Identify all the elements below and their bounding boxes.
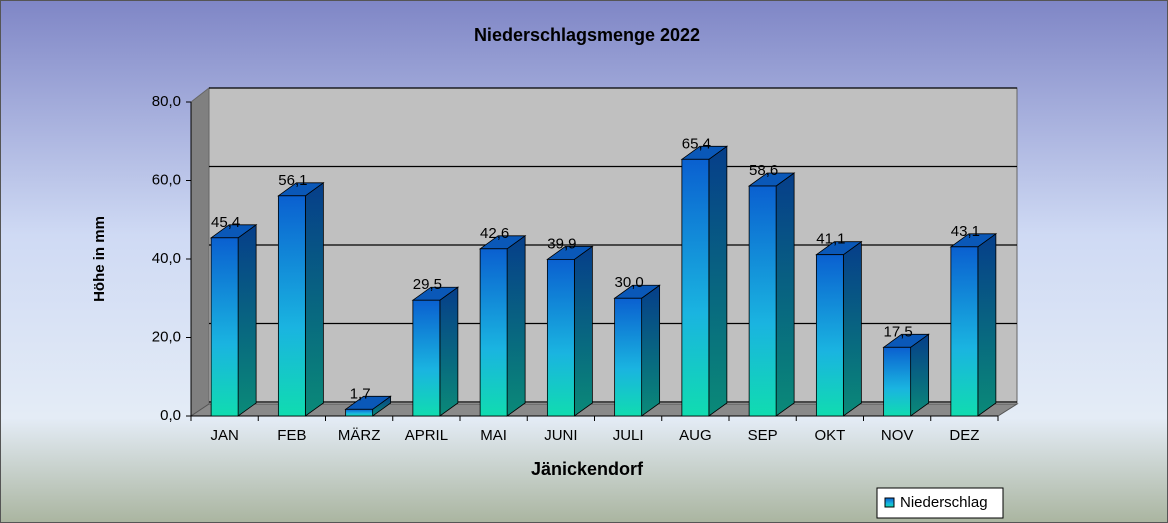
x-tick-label: MAI: [480, 427, 507, 444]
bar-side: [641, 284, 661, 417]
bar: [345, 408, 374, 417]
bar-side: [842, 240, 862, 417]
bar: [210, 237, 239, 417]
x-tick-label: MÄRZ: [338, 427, 381, 444]
data-label: 41,1: [816, 231, 845, 248]
legend-swatch: [884, 497, 895, 508]
side-wall: [190, 86, 210, 417]
legend-label: Niederschlag: [900, 494, 988, 511]
y-tick-label: 40,0: [152, 250, 181, 267]
data-label: 29,5: [413, 276, 442, 293]
x-tick-label: NOV: [881, 427, 914, 444]
bar-side: [506, 235, 526, 417]
bar: [277, 195, 306, 417]
chart-title: Niederschlagsmenge 2022: [474, 25, 700, 45]
x-tick-label: APRIL: [405, 427, 448, 444]
data-label: 17,5: [884, 323, 913, 340]
bar: [883, 346, 912, 417]
x-tick-label: AUG: [679, 427, 712, 444]
x-tick-label: FEB: [277, 427, 306, 444]
x-tick-label: JAN: [210, 427, 238, 444]
y-tick-label: 0,0: [160, 407, 181, 424]
bar-side: [573, 245, 593, 417]
y-tick-label: 60,0: [152, 171, 181, 188]
data-label: 1,7: [350, 385, 371, 402]
y-tick-label: 80,0: [152, 93, 181, 110]
data-label: 42,6: [480, 225, 509, 242]
bar: [546, 258, 575, 417]
data-label: 56,1: [278, 172, 307, 189]
data-label: 30,0: [615, 274, 644, 291]
bar: [815, 254, 844, 417]
x-tick-label: JULI: [613, 427, 644, 444]
bar: [412, 299, 441, 417]
bar-side: [977, 233, 997, 417]
bar-side: [910, 333, 930, 417]
x-tick-label: OKT: [814, 427, 845, 444]
bar: [681, 158, 710, 417]
bar: [614, 297, 643, 417]
data-label: 39,9: [547, 235, 576, 252]
x-tick-label: SEP: [748, 427, 778, 444]
x-axis-title: Jänickendorf: [531, 459, 644, 479]
bar-side: [237, 224, 257, 417]
bar: [748, 185, 777, 417]
bar-side: [439, 286, 459, 417]
legend: [876, 487, 1004, 519]
bar-side: [775, 172, 795, 417]
bar-side: [304, 182, 324, 417]
x-tick-label: DEZ: [949, 427, 979, 444]
data-label: 45,4: [211, 214, 240, 231]
bar: [950, 246, 979, 417]
data-label: 43,1: [951, 223, 980, 240]
y-axis-title: Höhe in mm: [91, 216, 108, 302]
bar-side: [708, 145, 728, 417]
x-tick-label: JUNI: [544, 427, 577, 444]
y-tick-label: 20,0: [152, 328, 181, 345]
data-label: 58,6: [749, 162, 778, 179]
data-label: 65,4: [682, 135, 711, 152]
bar: [479, 248, 508, 417]
